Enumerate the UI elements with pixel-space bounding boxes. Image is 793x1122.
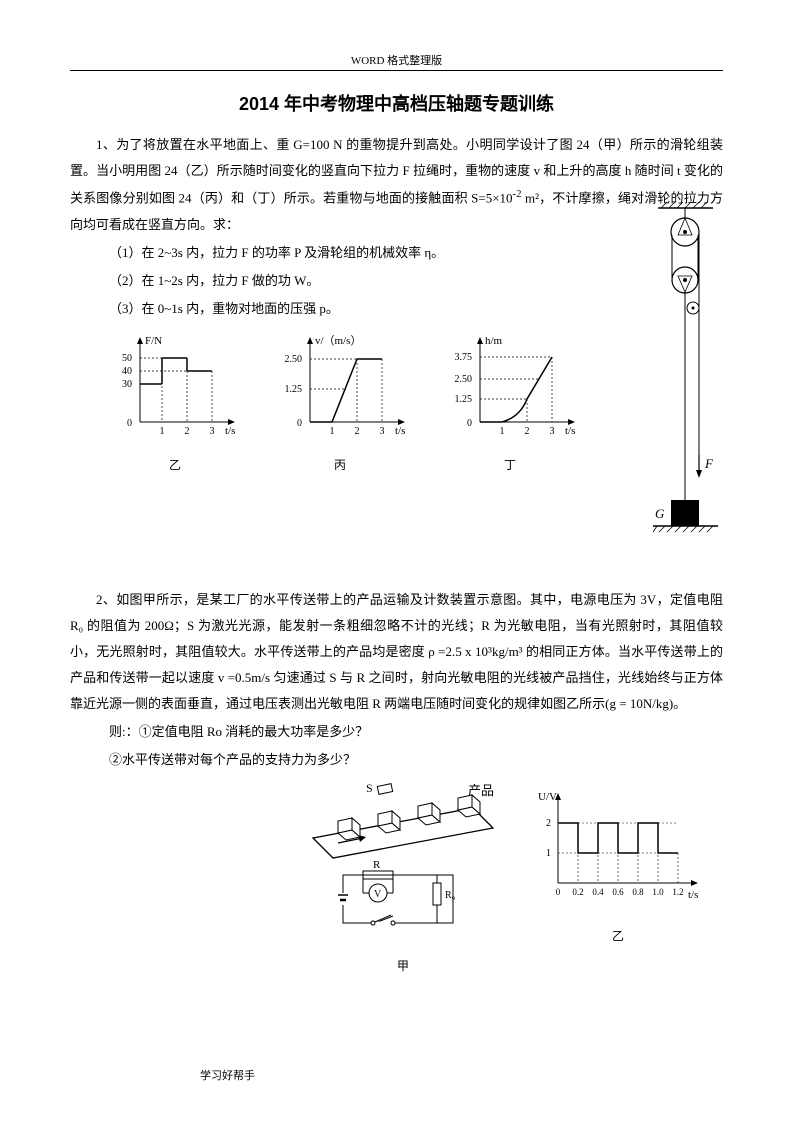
question-2: 2、如图甲所示，是某工厂的水平传送带上的产品运输及计数装置示意图。其中，电源电压…: [70, 587, 723, 773]
chart-bing: v/（m/s） t/s 0 1.25 2.50 1 2 3 丙: [270, 332, 410, 477]
q2-sub2: ②水平传送带对每个产品的支持力为多少？: [70, 747, 723, 773]
yi-y0: 0: [127, 418, 132, 429]
q2-text: 2、如图甲所示，是某工厂的水平传送带上的产品运输及计数装置示意图。其中，电源电压…: [70, 587, 723, 717]
yi-x2: 2: [185, 426, 190, 437]
yi2-x3: 0.6: [612, 887, 624, 897]
bing-x1: 1: [330, 426, 335, 437]
pulley-svg: F G: [653, 200, 723, 550]
yi2-x6: 1.2: [672, 887, 683, 897]
jia-R: R: [373, 859, 381, 871]
q1-sub2: （2）在 1~2s 内，拉力 F 做的功 W。: [70, 268, 723, 294]
ding-x1: 1: [500, 426, 505, 437]
bing-x2: 2: [355, 426, 360, 437]
yi2-x5: 1.0: [652, 887, 664, 897]
bing-y2: 2.50: [285, 354, 303, 365]
chart-ding: h/m t/s 0 1.25 2.50 3.75 1 2 3 丁: [440, 332, 580, 477]
ding-label: 丁: [440, 453, 580, 477]
q2-sub1: 则:：①定值电阻 Ro 消耗的最大功率是多少？: [70, 719, 723, 745]
bing-x3: 3: [380, 426, 385, 437]
bing-y0: 0: [297, 418, 302, 429]
pulley-diagram: F G: [653, 200, 723, 559]
q1-text: 1、为了将放置在水平地面上、重 G=100 N 的重物提升到高处。小明同学设计了…: [70, 132, 723, 237]
label-F: F: [704, 456, 714, 471]
ding-x2: 2: [525, 426, 530, 437]
ding-x3: 3: [550, 426, 555, 437]
yi-y1: 30: [122, 379, 132, 390]
yi-y3: 50: [122, 353, 132, 364]
yi2-x2: 0.4: [592, 887, 604, 897]
yi2-x4: 0.8: [632, 887, 644, 897]
bing-ylabel: v/（m/s）: [315, 334, 361, 347]
ding-y3: 3.75: [455, 352, 473, 363]
page-header: WORD 格式整理版: [70, 55, 723, 71]
jia-V: V: [374, 889, 382, 900]
bing-label: 丙: [270, 453, 410, 477]
jia-label: 甲: [293, 954, 513, 978]
yi2-x0: 0: [556, 887, 561, 897]
bing-y1: 1.25: [285, 384, 303, 395]
yi-xlabel: t/s: [225, 425, 235, 437]
yi2-x1: 0.2: [572, 887, 583, 897]
bing-xlabel: t/s: [395, 425, 405, 437]
q1-sub1: （1）在 2~3s 内，拉力 F 的功率 P 及滑轮组的机械效率 η。: [70, 240, 723, 266]
ding-y2: 2.50: [455, 374, 473, 385]
fig-jia: S 产品 R V R₀: [293, 783, 513, 978]
label-G: G: [655, 506, 665, 521]
yi-label: 乙: [110, 453, 240, 477]
chart-yi: F/N t/s 0 30 40 50 1 2 3 乙: [110, 332, 240, 477]
q1-sub3: （3）在 0~1s 内，重物对地面的压强 p。: [70, 296, 723, 322]
charts-row: F/N t/s 0 30 40 50 1 2 3 乙: [110, 332, 723, 477]
yi2-y1: 1: [546, 848, 551, 859]
q1-sup: -2: [513, 188, 522, 200]
jia-S: S: [366, 783, 373, 795]
jia-product: 产品: [468, 783, 494, 798]
jia-R0: R₀: [445, 890, 456, 901]
ding-y0: 0: [467, 418, 472, 429]
ding-ylabel: h/m: [485, 335, 503, 347]
yi-ylabel: F/N: [145, 335, 162, 347]
yi-x1: 1: [160, 426, 165, 437]
page-footer: 学习好帮手: [0, 1065, 793, 1087]
yi2-y2: 2: [546, 818, 551, 829]
yi2-ylabel: U/V: [538, 791, 557, 803]
fig-yi2: U/V t/s 1 2 0 0.2 0.4 0.6 0.8 1.0 1.2 乙: [533, 783, 703, 978]
yi2-xlabel: t/s: [688, 889, 698, 901]
yi2-label: 乙: [533, 924, 703, 948]
yi-y2: 40: [122, 366, 132, 377]
question-1: 1、为了将放置在水平地面上、重 G=100 N 的重物提升到高处。小明同学设计了…: [70, 132, 723, 321]
main-title: 2014 年中考物理中高档压轴题专题训练: [70, 86, 723, 122]
ding-xlabel: t/s: [565, 425, 575, 437]
ding-y1: 1.25: [455, 394, 473, 405]
q2-figures: S 产品 R V R₀: [70, 783, 723, 978]
yi-x3: 3: [210, 426, 215, 437]
